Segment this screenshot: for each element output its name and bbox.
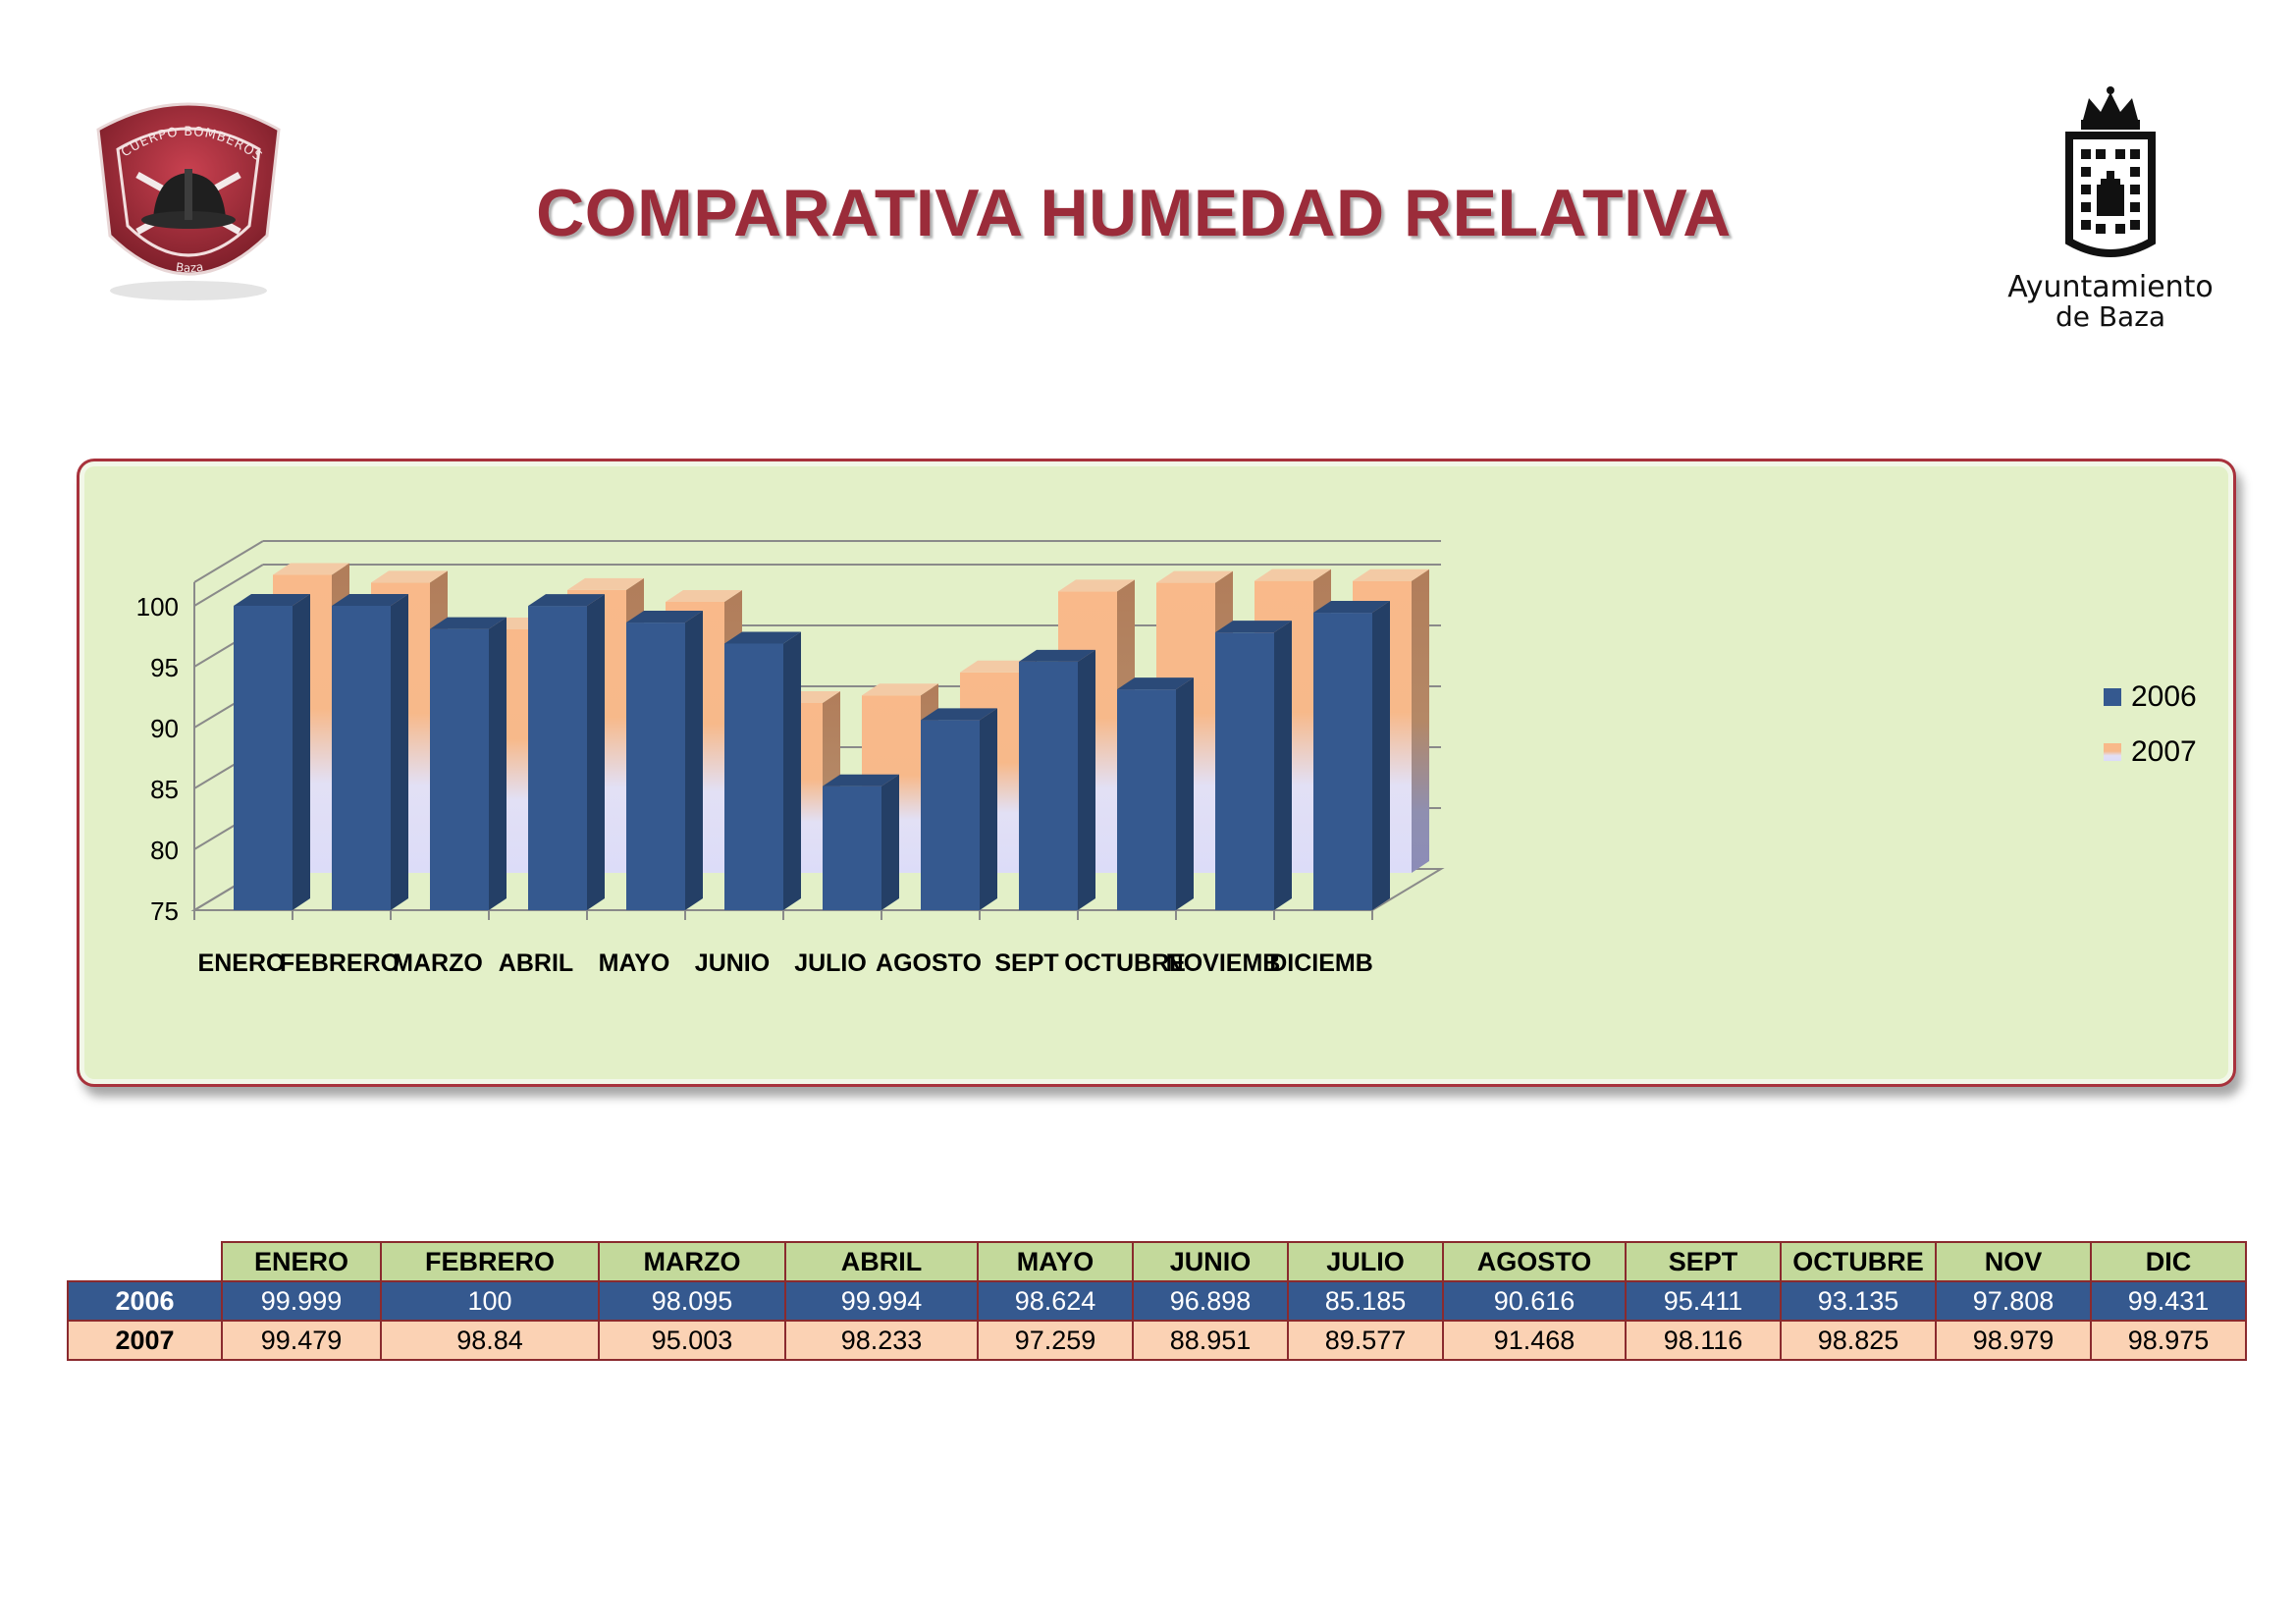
- table-cell: 85.185: [1287, 1280, 1444, 1322]
- bar-2006: [626, 611, 703, 910]
- table-row-label: 2007: [67, 1320, 223, 1361]
- table-cell: 96.898: [1132, 1280, 1289, 1322]
- bar-2006: [1019, 649, 1095, 910]
- firefighters-badge-logo: CUERPO BOMBEROS Baza: [96, 102, 281, 300]
- x-category-label: MARZO: [393, 949, 483, 977]
- table-row-2007: 2007 99.479 98.84 95.003 98.233 97.259 88.951 8…: [67, 1320, 2247, 1361]
- x-category-label: ENERO: [198, 949, 286, 977]
- legend-item-2006: 2006: [2104, 680, 2197, 713]
- y-tick-label: 90: [150, 714, 179, 743]
- table-cell: 99.994: [784, 1280, 979, 1322]
- table-header-cell: NOV: [1935, 1241, 2092, 1282]
- table-cell: 98.116: [1625, 1320, 1782, 1361]
- table-cell: 95.003: [598, 1320, 786, 1361]
- y-tick-label: 75: [150, 896, 179, 926]
- x-category-label: JUNIO: [695, 949, 770, 977]
- bar-2006: [823, 774, 899, 910]
- table-header-cell: JULIO: [1287, 1241, 1444, 1282]
- table-cell: 98.979: [1935, 1320, 2092, 1361]
- table-cell: 89.577: [1287, 1320, 1444, 1361]
- ayuntamiento-baza-logo: Ayuntamiento de Baza: [2007, 86, 2214, 333]
- table-cell: 98.624: [977, 1280, 1134, 1322]
- y-tick-label: 85: [150, 775, 179, 804]
- bar-2006: [921, 708, 997, 910]
- svg-text:Baza: Baza: [175, 260, 204, 276]
- table-cell: 97.808: [1935, 1280, 2092, 1322]
- table-header-cell: SEPT: [1625, 1241, 1782, 1282]
- bar-2006: [1215, 621, 1292, 910]
- table-header-cell: AGOSTO: [1442, 1241, 1627, 1282]
- y-tick-label: 95: [150, 653, 179, 682]
- table-cell: 99.999: [221, 1280, 382, 1322]
- bar-2006: [234, 594, 310, 910]
- bar-2006: [724, 631, 801, 910]
- table-header-cell: MARZO: [598, 1241, 786, 1282]
- bar-2006: [528, 594, 605, 910]
- table-header-cell: MAYO: [977, 1241, 1134, 1282]
- x-category-label: AGOSTO: [876, 949, 982, 977]
- ayuntamiento-text: Ayuntamiento: [2007, 270, 2214, 304]
- y-tick-label: 100: [136, 592, 179, 622]
- table-cell: 99.479: [221, 1320, 382, 1361]
- x-category-label: DICIEMB: [1269, 949, 1373, 977]
- table-header-cell: OCTUBRE: [1780, 1241, 1937, 1282]
- legend-swatch-2006: [2104, 688, 2121, 706]
- x-category-label: SEPT: [994, 949, 1058, 977]
- table-header-cell: ABRIL: [784, 1241, 979, 1282]
- gridline-side: [193, 564, 264, 607]
- bar-2006: [1313, 601, 1390, 910]
- x-category-label: FEBRERO: [280, 949, 400, 977]
- legend-label-2006: 2006: [2131, 680, 2197, 713]
- table-cell: 98.233: [784, 1320, 979, 1361]
- table-header-cell: DIC: [2090, 1241, 2247, 1282]
- table-header-row: ENERO FEBRERO MARZO ABRIL MAYO JUNIO JULIO AGOS…: [68, 1241, 2247, 1282]
- humidity-data-table: ENERO FEBRERO MARZO ABRIL MAYO JUNIO JULIO AGOS…: [67, 1241, 2247, 1361]
- table-cell: 90.616: [1442, 1280, 1627, 1322]
- legend-item-2007: 2007: [2104, 735, 2197, 768]
- table-cell: 98.975: [2090, 1320, 2247, 1361]
- table-cell: 88.951: [1132, 1320, 1289, 1361]
- de-baza-text: de Baza: [2056, 300, 2165, 333]
- table-cell: 98.84: [380, 1320, 600, 1361]
- badge-bottom-text: Baza: [175, 260, 204, 276]
- table-cell: 91.468: [1442, 1320, 1627, 1361]
- table-cell: 98.825: [1780, 1320, 1937, 1361]
- table-header-cell: FEBRERO: [380, 1241, 600, 1282]
- x-category-label: OCTUBRE: [1064, 949, 1186, 977]
- crown-icon: [2081, 86, 2140, 130]
- x-category-label: NOVIEMB: [1166, 949, 1281, 977]
- bar-2006: [430, 617, 507, 910]
- table-cell: 95.411: [1625, 1280, 1782, 1322]
- x-category-label: ABRIL: [499, 949, 573, 977]
- table-header-cell: JUNIO: [1132, 1241, 1289, 1282]
- bar-2006: [332, 594, 408, 910]
- table-cell: 98.095: [598, 1280, 786, 1322]
- table-cell: 99.431: [2090, 1280, 2247, 1322]
- x-category-label: JULIO: [794, 949, 867, 977]
- bar-2006: [1117, 677, 1194, 910]
- table-cell: 93.135: [1780, 1280, 1937, 1322]
- legend-label-2007: 2007: [2131, 735, 2197, 768]
- table-cell: 100: [380, 1280, 600, 1322]
- table-corner-cell: [68, 1242, 222, 1281]
- x-category-label: MAYO: [599, 949, 670, 977]
- legend-swatch-2007: [2104, 743, 2121, 761]
- table-header-cell: ENERO: [221, 1241, 382, 1282]
- table-cell: 97.259: [977, 1320, 1134, 1361]
- page-title: COMPARATIVA HUMEDAD RELATIVA: [536, 176, 1732, 250]
- y-tick-label: 80: [150, 836, 179, 865]
- table-row-2006: 2006 99.999 100 98.095 99.994 98.624 96.898 85.…: [67, 1280, 2247, 1322]
- side-wall-top: [193, 540, 264, 583]
- table-row-label: 2006: [67, 1280, 223, 1322]
